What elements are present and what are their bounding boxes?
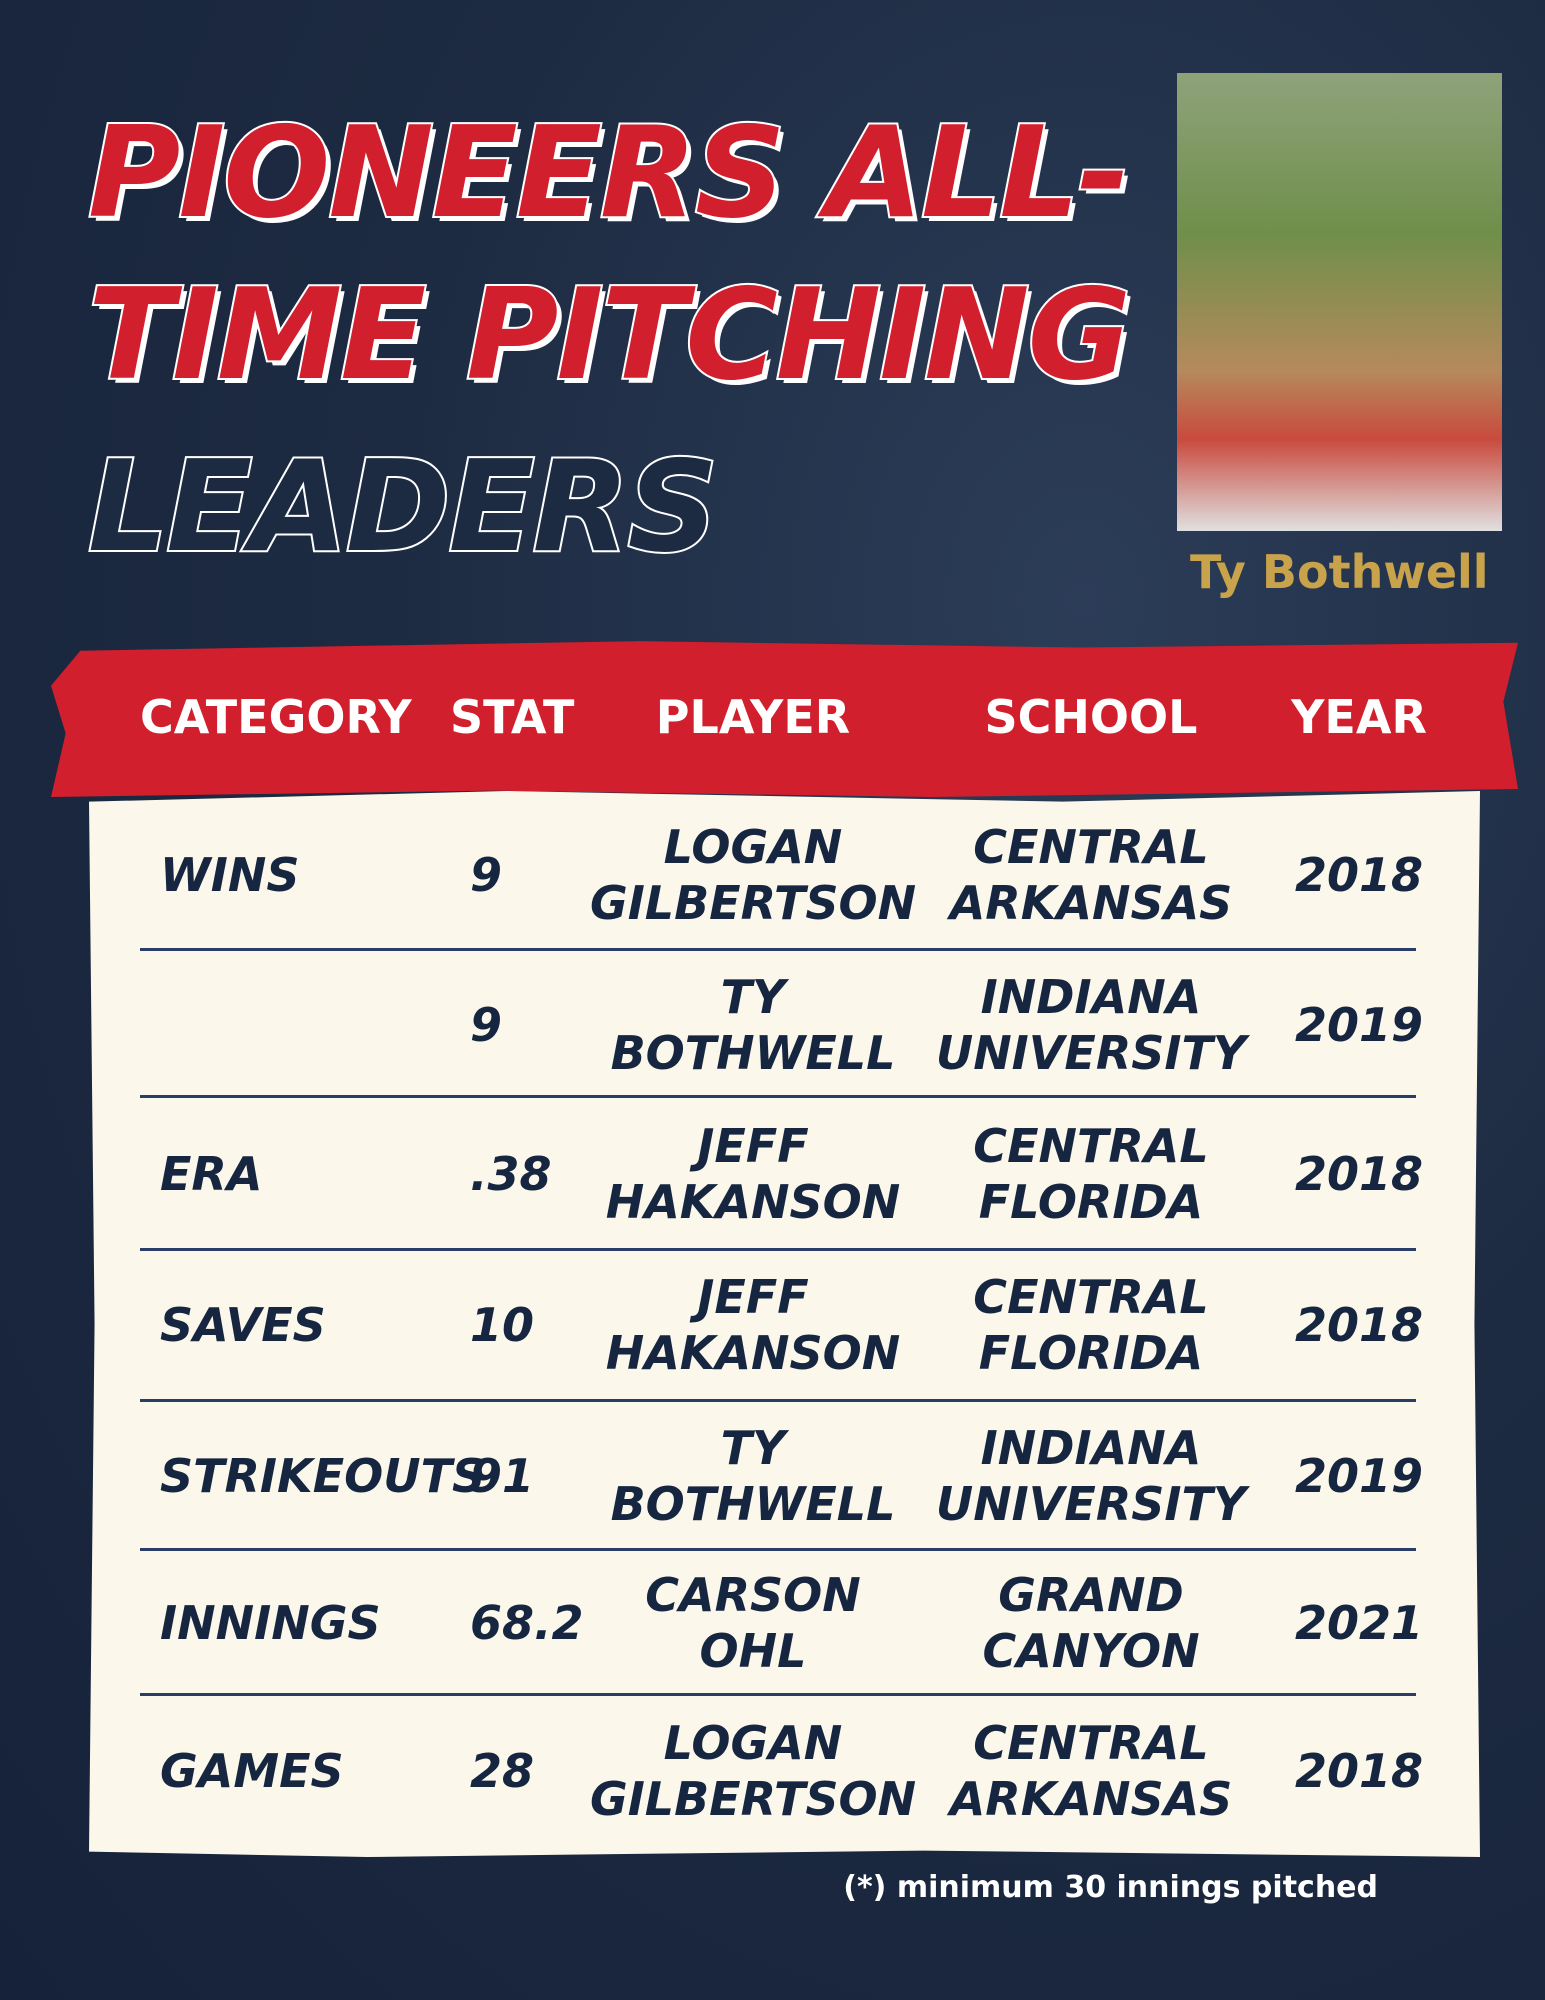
row-separator: [140, 1248, 1416, 1251]
school-cell: INDIANA UNIVERSITY: [935, 970, 1247, 1080]
player-cell: JEFF HAKANSON: [605, 1119, 901, 1229]
year-cell: 2019: [1294, 1449, 1424, 1503]
stat-cell: .38: [470, 1147, 552, 1201]
player-cell: TY BOTHWELL: [610, 970, 896, 1080]
row-separator: [140, 1548, 1416, 1551]
column-header: CATEGORY: [140, 690, 412, 744]
header-band: [51, 641, 1518, 797]
stat-cell: 9: [470, 848, 503, 902]
column-header: STAT: [450, 690, 575, 744]
row-separator: [140, 948, 1416, 951]
category-cell: STRIKEOUTS: [160, 1449, 486, 1503]
year-cell: 2018: [1294, 1147, 1424, 1201]
row-separator: [140, 1399, 1416, 1402]
player-cell: CARSON OHL: [645, 1568, 861, 1678]
year-cell: 2019: [1294, 998, 1424, 1052]
column-header: PLAYER: [655, 690, 851, 744]
player-cell: JEFF HAKANSON: [605, 1270, 901, 1380]
school-cell: CENTRAL FLORIDA: [973, 1119, 1209, 1229]
year-cell: 2021: [1294, 1596, 1424, 1650]
title-line: LEADERS: [86, 433, 720, 580]
row-separator: [140, 1095, 1416, 1098]
year-cell: 2018: [1294, 848, 1424, 902]
player-cell: LOGAN GILBERTSON: [589, 1716, 917, 1826]
category-cell: SAVES: [160, 1298, 326, 1352]
table-panel: [89, 791, 1480, 1857]
photo-caption: Ty Bothwell: [1190, 545, 1489, 599]
school-cell: CENTRAL ARKANSAS: [949, 1716, 1233, 1826]
column-header: SCHOOL: [984, 690, 1198, 744]
school-cell: CENTRAL FLORIDA: [973, 1270, 1209, 1380]
stat-cell: 10: [470, 1298, 535, 1352]
year-cell: 2018: [1294, 1744, 1424, 1798]
player-cell: TY BOTHWELL: [610, 1421, 896, 1531]
category-cell: GAMES: [160, 1744, 344, 1798]
stat-cell: 68.2: [470, 1596, 584, 1650]
school-cell: GRAND CANYON: [982, 1568, 1200, 1678]
footnote: (*) minimum 30 innings pitched: [843, 1870, 1378, 1905]
stat-cell: 28: [470, 1744, 535, 1798]
column-header: YEAR: [1291, 690, 1427, 744]
category-cell: WINS: [160, 848, 300, 902]
title-line: TIME PITCHING: [86, 261, 1133, 408]
category-cell: ERA: [160, 1147, 263, 1201]
player-photo: [1177, 73, 1502, 531]
category-cell: INNINGS: [160, 1596, 381, 1650]
stat-cell: 9: [470, 998, 503, 1052]
player-cell: LOGAN GILBERTSON: [589, 820, 917, 930]
school-cell: CENTRAL ARKANSAS: [949, 820, 1233, 930]
stat-cell: 91: [470, 1449, 535, 1503]
school-cell: INDIANA UNIVERSITY: [935, 1421, 1247, 1531]
year-cell: 2018: [1294, 1298, 1424, 1352]
title-line: PIONEERS ALL-: [86, 99, 1132, 246]
row-separator: [140, 1693, 1416, 1696]
